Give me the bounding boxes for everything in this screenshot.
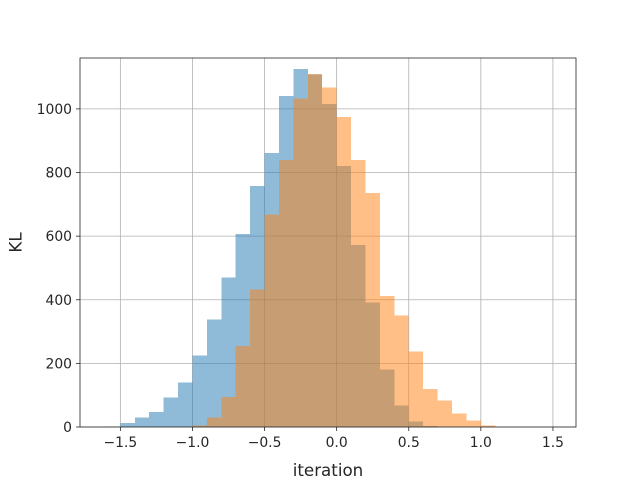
- x-axis-label: iteration: [293, 460, 364, 480]
- histogram-bar-series-2: [307, 73, 323, 427]
- histogram-bar-series-2: [480, 425, 496, 427]
- y-tick-label: 600: [45, 229, 72, 245]
- histogram-bar-series-2: [452, 413, 467, 427]
- x-axis-ticks: −1.5 −1.0 −0.5 0.0 0.5 1.0 1.5: [104, 427, 564, 451]
- x-tick-label: 1.5: [542, 435, 564, 451]
- histogram-bar-series-1: [178, 382, 193, 427]
- histogram-bar-series-1: [221, 277, 236, 427]
- histogram-bar-series-2: [351, 159, 366, 428]
- histogram-bar-series-2: [423, 388, 438, 427]
- histogram-bar-series-2: [322, 87, 337, 428]
- histogram-bar-series-2: [264, 214, 279, 427]
- histogram-bar-series-2: [408, 351, 424, 427]
- histogram-bar-series-2: [437, 400, 452, 427]
- histogram-bar-series-2: [379, 295, 395, 427]
- y-tick-label: 0: [63, 420, 72, 436]
- x-tick-label: −1.5: [104, 435, 138, 451]
- y-axis-label: KL: [6, 232, 26, 253]
- histogram-bar-series-2: [250, 289, 265, 427]
- y-axis-ticks: 0 200 400 600 800 1000: [37, 102, 80, 436]
- histogram-bar-series-1: [192, 355, 207, 427]
- histogram-bar-series-2: [206, 417, 222, 427]
- histogram-bar-series-1: [206, 319, 222, 427]
- histogram-bar-series-1: [134, 417, 150, 427]
- y-tick-label: 800: [45, 166, 72, 182]
- histogram-bar-series-2: [235, 345, 251, 427]
- histogram-bar-series-2: [336, 116, 352, 428]
- histogram-bar-series-1: [149, 412, 164, 427]
- x-tick-label: −0.5: [248, 435, 282, 451]
- histogram-bars: [105, 69, 496, 428]
- histogram-bar-series-2: [192, 425, 207, 427]
- x-tick-label: 0.0: [326, 435, 348, 451]
- x-tick-label: 1.0: [470, 435, 492, 451]
- plot-frame: [79, 57, 577, 428]
- histogram-bar-series-2: [221, 396, 236, 427]
- y-tick-label: 400: [45, 293, 72, 309]
- histogram-bar-series-2: [278, 159, 294, 428]
- histogram-bar-series-2: [293, 98, 308, 428]
- y-tick-label: 200: [45, 356, 72, 372]
- x-tick-label: 0.5: [398, 435, 420, 451]
- histogram-bar-series-1: [120, 423, 135, 427]
- y-tick-label: 1000: [37, 102, 72, 118]
- histogram-bar-series-2: [394, 315, 409, 427]
- x-tick-label: −1.0: [176, 435, 210, 451]
- histogram-bar-series-2: [365, 193, 380, 427]
- histogram-bar-series-1: [163, 397, 179, 427]
- histogram-bar-series-2: [466, 420, 481, 427]
